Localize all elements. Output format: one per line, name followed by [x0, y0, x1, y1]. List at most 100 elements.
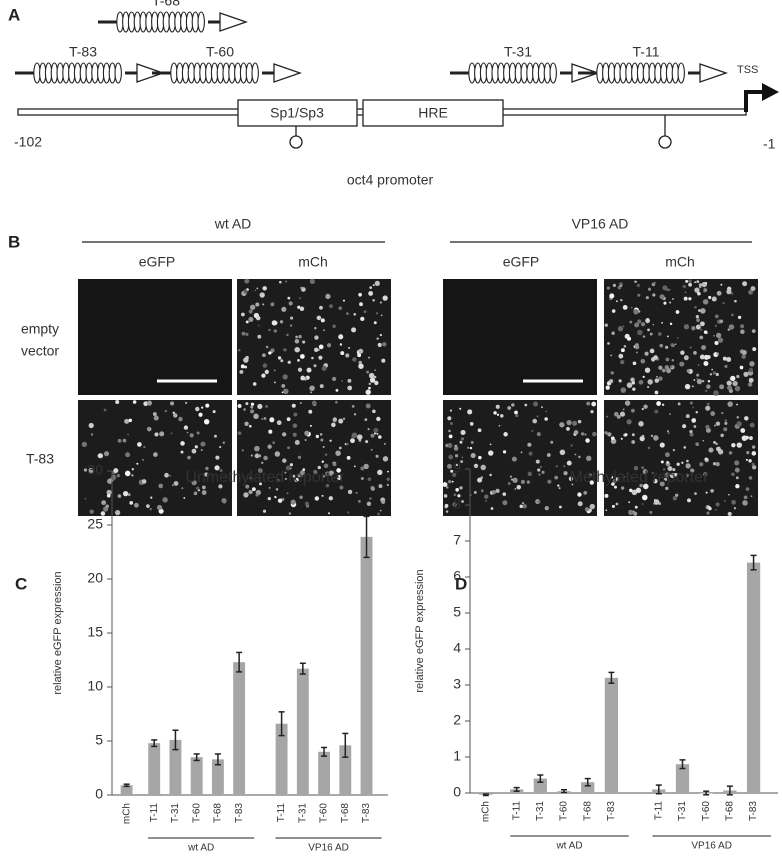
cell [642, 469, 648, 474]
cell [444, 503, 449, 508]
x-tick-label: T-31 [535, 801, 546, 821]
cell [338, 446, 342, 450]
cell [722, 356, 727, 361]
cell [257, 334, 262, 339]
cell [150, 496, 153, 499]
x-tick-label: T-83 [361, 803, 372, 823]
cell [132, 400, 137, 404]
cell [282, 432, 287, 437]
cell [672, 448, 676, 452]
cell [716, 332, 722, 339]
cell [626, 382, 633, 388]
cell [284, 477, 288, 481]
cell [489, 473, 492, 477]
cell [680, 350, 685, 355]
cell [686, 459, 689, 463]
micrograph [442, 400, 597, 516]
cell [442, 482, 448, 487]
cell [290, 316, 294, 320]
group-label: wt AD [187, 843, 214, 854]
cell [452, 472, 457, 477]
cell [577, 501, 583, 507]
cell [131, 474, 134, 477]
cell [325, 483, 330, 488]
cell [727, 328, 731, 331]
cell [320, 318, 325, 323]
micrograph [443, 279, 597, 395]
cell [689, 346, 692, 349]
cell [512, 477, 518, 483]
cell [692, 406, 695, 409]
cell [358, 360, 363, 365]
cell [314, 335, 319, 340]
cell [683, 296, 688, 301]
cell [267, 444, 272, 449]
cell [719, 384, 725, 390]
cell [715, 508, 717, 511]
cell [750, 286, 756, 292]
cell [511, 456, 517, 462]
cell [722, 302, 725, 305]
cell [563, 465, 566, 468]
cell [454, 454, 459, 458]
cell [328, 512, 331, 515]
cell [271, 320, 277, 326]
y-tick-label: 4 [453, 640, 461, 656]
cell [332, 462, 337, 467]
cell [205, 466, 209, 471]
cell [545, 410, 548, 413]
cell [646, 318, 650, 322]
cell [314, 496, 320, 501]
cell [461, 456, 464, 459]
cell [477, 477, 483, 483]
tale-ad [136, 63, 165, 83]
bar [360, 536, 373, 795]
cell [741, 354, 746, 359]
cell [688, 279, 692, 284]
cell [316, 315, 322, 321]
cell [259, 482, 262, 486]
cell [642, 483, 649, 490]
cell [455, 463, 458, 467]
cell [624, 433, 628, 437]
cell [663, 477, 668, 482]
cell [304, 501, 309, 506]
cell [696, 377, 699, 380]
cell [719, 319, 724, 324]
cell [547, 479, 552, 484]
cell [329, 304, 333, 309]
cell [726, 380, 732, 386]
cell [127, 493, 131, 497]
cell [704, 457, 709, 462]
cell [611, 504, 616, 508]
cell [659, 343, 664, 348]
cell [744, 416, 749, 421]
channel-label: mCh [298, 254, 328, 270]
cell [377, 469, 383, 476]
micrograph [604, 279, 758, 396]
cell [617, 326, 624, 332]
cell [583, 490, 588, 495]
x-tick-label: T-31 [677, 801, 688, 821]
cell [493, 411, 497, 415]
y-tick-label: 2 [453, 712, 461, 728]
cell [262, 303, 265, 306]
cell [353, 413, 357, 416]
cell [379, 509, 382, 512]
cell [736, 421, 742, 427]
cell [285, 465, 291, 471]
cell [459, 407, 462, 410]
cell [282, 388, 289, 395]
cell [372, 284, 375, 287]
cell [265, 345, 269, 349]
cell [124, 418, 130, 424]
cell [243, 408, 246, 411]
cell [676, 462, 680, 466]
micrograph-bg [78, 279, 232, 395]
cell [286, 492, 289, 495]
cell [624, 333, 630, 339]
cell [637, 319, 642, 324]
cell [328, 496, 333, 501]
cell [535, 459, 540, 464]
cell [695, 442, 700, 447]
